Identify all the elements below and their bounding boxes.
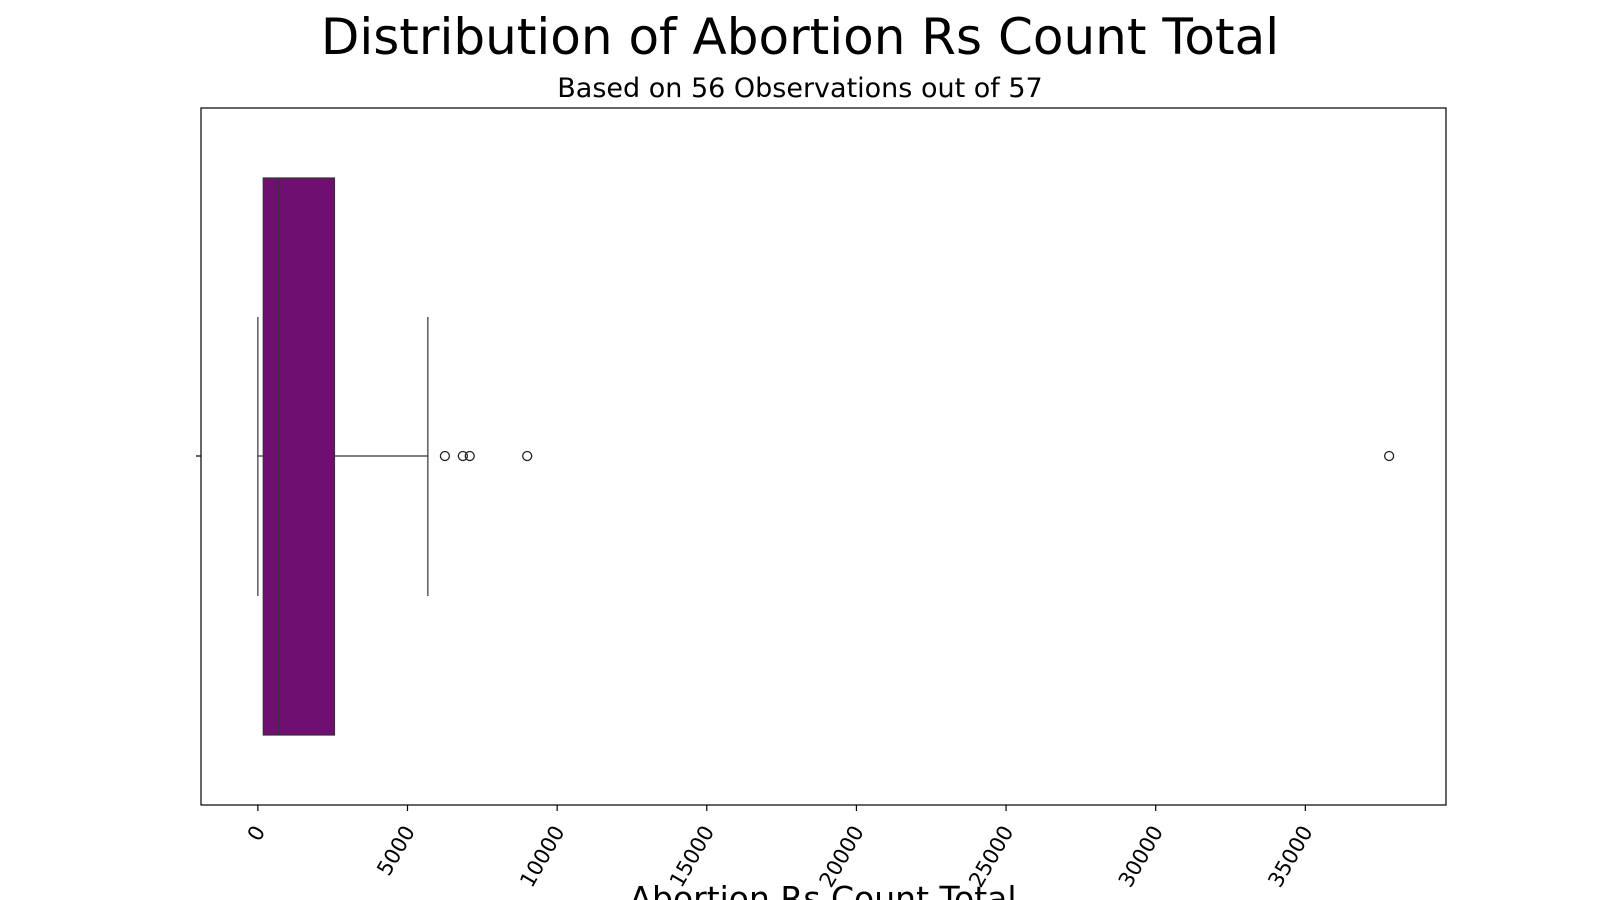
outlier-point xyxy=(1383,450,1395,462)
x-tick-label: 5000 xyxy=(372,822,420,880)
outlier-point xyxy=(464,450,475,462)
x-tick-label: 0 xyxy=(243,822,270,846)
outlier-point xyxy=(522,450,533,462)
chart-title: Distribution of Abortion Rs Count Total xyxy=(320,8,1280,66)
chart-subtitle: Based on 56 Observations out of 57 xyxy=(557,73,1043,104)
iqr-box xyxy=(262,177,336,736)
outlier-point xyxy=(439,450,451,462)
x-tick-label: 35000 xyxy=(1263,822,1317,892)
x-tick-label: 10000 xyxy=(515,822,569,892)
x-axis-label: Abortion Rs Count Total xyxy=(629,879,1016,900)
x-tick-label: 30000 xyxy=(1114,822,1168,892)
outlier-point xyxy=(457,450,469,462)
